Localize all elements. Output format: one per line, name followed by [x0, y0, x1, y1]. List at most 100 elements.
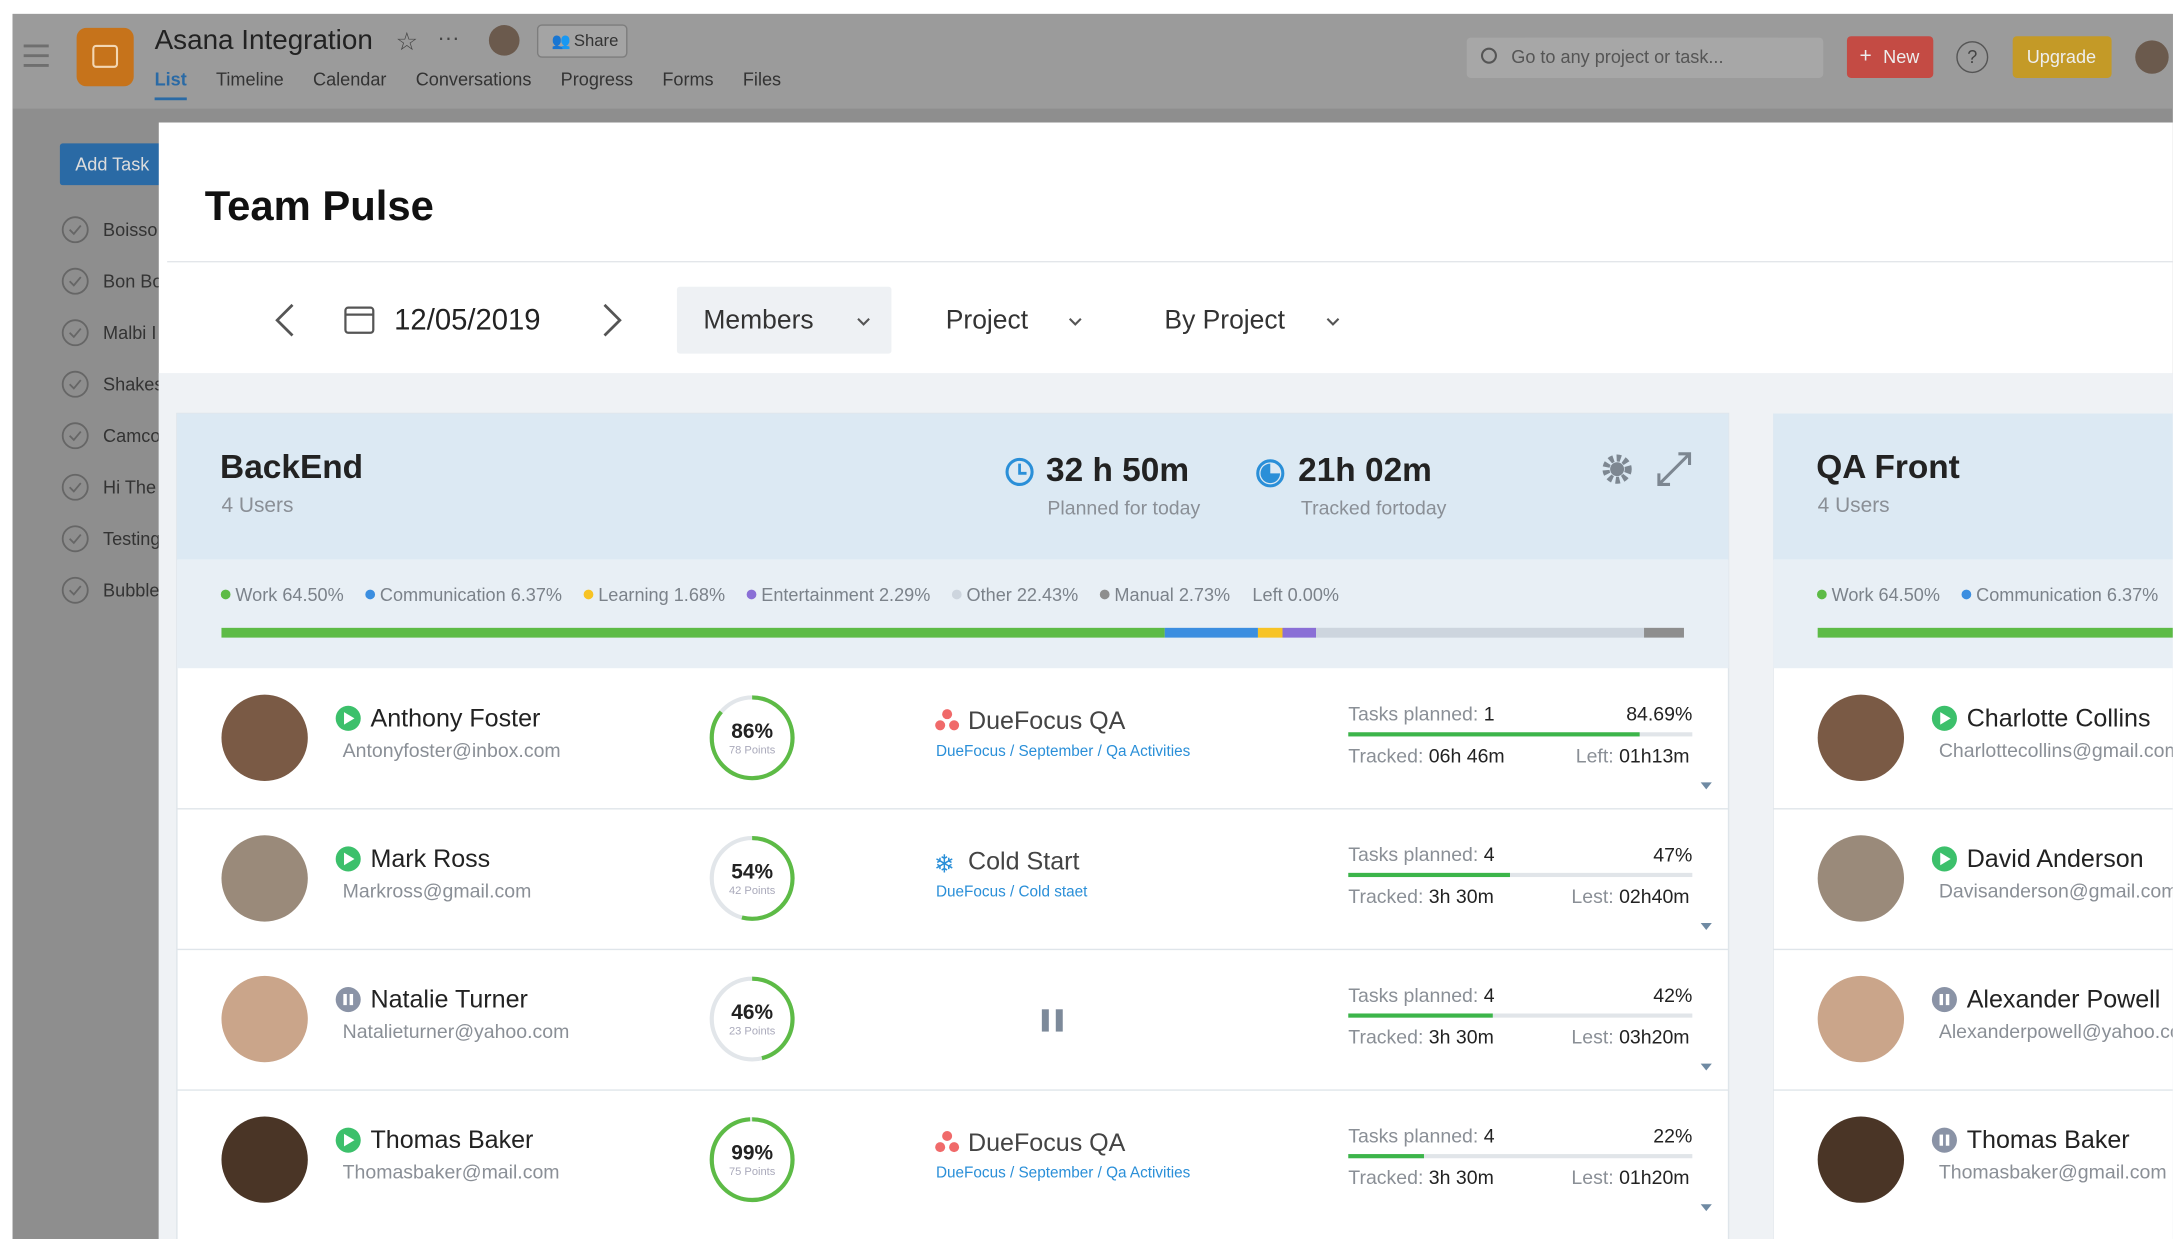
tracked: Tracked: 06h 46m	[1348, 745, 1504, 767]
tracked-value: 3h 30m	[1429, 886, 1494, 908]
play-glyph	[344, 852, 355, 866]
legend-item: Work 64.50%	[235, 585, 343, 605]
play-glyph	[1940, 852, 1951, 866]
legend-value: 6.37%	[511, 585, 562, 605]
prev-button[interactable]	[275, 303, 294, 337]
add-task-button[interactable]	[59, 143, 172, 186]
member-avatar	[1817, 975, 1905, 1063]
calendar-icon[interactable]	[344, 306, 375, 334]
row-expand[interactable]	[1700, 922, 1712, 930]
member-name[interactable]: Alexander Powell	[1967, 986, 2161, 1014]
tab[interactable]: List	[155, 70, 187, 90]
task-check[interactable]	[61, 370, 89, 398]
member-name[interactable]: Natalie Turner	[371, 986, 528, 1014]
task-name[interactable]: Bubble	[103, 580, 159, 600]
member-name[interactable]: Thomas Baker	[1967, 1126, 2130, 1154]
task-name[interactable]: Bon Bo	[103, 271, 162, 291]
next-button[interactable]	[603, 303, 622, 337]
project-path[interactable]: DueFocus / September / Qa Activities	[936, 743, 1191, 760]
points: 75 Points	[729, 1166, 776, 1178]
task-check[interactable]	[61, 576, 89, 604]
tab[interactable]: Timeline	[216, 70, 284, 90]
tracked-label: Tracked:	[1348, 1167, 1423, 1189]
tasks-planned-label: Tasks planned:	[1348, 704, 1478, 726]
member-name[interactable]: David Anderson	[1967, 845, 2144, 873]
task-name[interactable]: Malbi I	[103, 323, 156, 343]
more-icon[interactable]: ···	[437, 25, 459, 50]
task-check[interactable]	[61, 319, 89, 347]
pause-glyph	[1939, 1134, 1944, 1146]
avatar[interactable]	[488, 25, 520, 56]
member-name[interactable]: Charlotte Collins	[1967, 704, 2151, 732]
member-avatar	[221, 975, 308, 1063]
filter[interactable]: By Project	[1164, 305, 1285, 335]
task-check[interactable]	[61, 525, 89, 553]
legend-name: Learning	[598, 585, 668, 605]
row-expand[interactable]	[1700, 1063, 1712, 1071]
legend-value: 2.73%	[1179, 585, 1230, 605]
legend-value: 1.68%	[674, 585, 725, 605]
filter[interactable]: Project	[946, 305, 1029, 335]
new-label[interactable]: New	[1883, 47, 1920, 67]
planned-time: 32 h 50m	[1046, 452, 1189, 489]
app-logo[interactable]	[76, 27, 134, 87]
legend-item: Communication 6.37%	[380, 585, 562, 605]
expand-button[interactable]	[1657, 452, 1692, 486]
legend-name: Left	[1252, 585, 1282, 605]
task-name[interactable]: Camco	[103, 426, 160, 446]
project-path[interactable]: DueFocus / September / Qa Activities	[936, 1165, 1191, 1182]
search-placeholder[interactable]: Go to any project or task...	[1511, 47, 1723, 67]
help-button[interactable]	[1956, 41, 1989, 74]
task-check[interactable]	[61, 216, 89, 244]
tab[interactable]: Progress	[561, 70, 633, 90]
check-mark	[69, 534, 82, 545]
project-path[interactable]: DueFocus / Cold staet	[936, 883, 1088, 900]
task-check[interactable]	[61, 267, 89, 295]
tab[interactable]: Calendar	[313, 70, 386, 90]
date[interactable]: 12/05/2019	[394, 304, 540, 336]
member-name[interactable]: Thomas Baker	[371, 1126, 534, 1154]
tab-underline	[154, 97, 187, 101]
menu-icon[interactable]	[23, 44, 49, 67]
share-button[interactable]	[536, 24, 628, 58]
filter[interactable]: Members	[703, 305, 813, 335]
left-value: 01h20m	[1619, 1167, 1689, 1189]
legend-dot	[1961, 589, 1972, 600]
row-expand[interactable]	[1700, 1204, 1712, 1212]
breakdown-panel	[1773, 559, 2173, 669]
search-icon	[1480, 47, 1497, 64]
task-name[interactable]: Boisso	[103, 220, 157, 240]
tracked: Tracked: 3h 30m	[1348, 1167, 1494, 1189]
score-ring	[709, 695, 795, 781]
left: Lest: 02h40m	[1571, 886, 1689, 908]
share-label[interactable]: Share	[574, 31, 619, 50]
tasks-planned-value: 4	[1484, 844, 1495, 866]
task-check[interactable]	[61, 422, 89, 450]
add-task-label[interactable]: Add Task	[75, 154, 150, 174]
upgrade-label[interactable]: Upgrade	[2027, 47, 2096, 67]
search-box[interactable]	[1466, 37, 1824, 78]
legend-dot	[365, 589, 376, 600]
task-check[interactable]	[61, 473, 89, 501]
task-name[interactable]: Testing	[103, 529, 160, 549]
member-name[interactable]: Anthony Foster	[371, 704, 541, 732]
new-button[interactable]	[1846, 36, 1934, 78]
tab[interactable]: Forms	[662, 70, 713, 90]
legend-name: Work	[235, 585, 278, 605]
row-expand[interactable]	[1700, 782, 1712, 790]
task-percent: 47%	[1653, 844, 1692, 866]
team-users: 4 Users	[1818, 494, 1890, 517]
members-filter[interactable]	[676, 286, 892, 354]
settings-button[interactable]	[1602, 454, 1632, 484]
user-avatar[interactable]	[2135, 40, 2169, 74]
task-name[interactable]: Shakes	[103, 374, 163, 394]
task-name[interactable]: Hi The	[103, 477, 156, 497]
task-bar	[1348, 1013, 1493, 1018]
tab[interactable]: Conversations	[416, 70, 532, 90]
check-mark	[69, 224, 82, 236]
help-label[interactable]: ?	[1967, 47, 1977, 67]
tab[interactable]: Files	[743, 70, 781, 90]
star-icon[interactable]: ☆	[396, 28, 418, 56]
upgrade-button[interactable]	[2012, 36, 2112, 78]
member-name[interactable]: Mark Ross	[371, 845, 491, 873]
